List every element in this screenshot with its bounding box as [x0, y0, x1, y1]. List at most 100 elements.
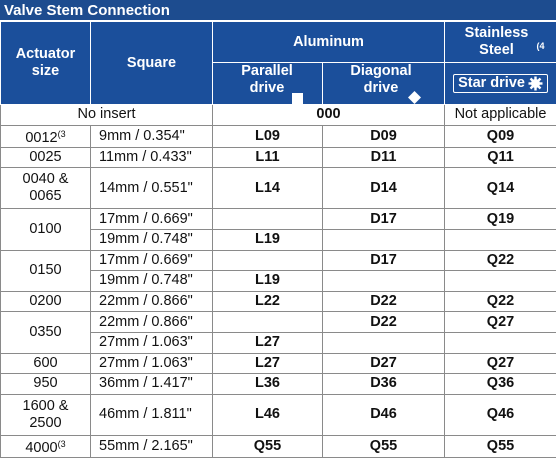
page: Valve Stem Connection Actuator size Squa… — [0, 0, 556, 458]
square-size: 46mm / 1.811" — [90, 393, 213, 436]
square-size: 14mm / 0.551" — [90, 167, 213, 210]
header-cell: Square — [90, 21, 213, 105]
table-row: 600 27mm / 1.063" L27 D27 Q27 — [0, 352, 556, 375]
square-size: 17mm / 0.669" — [90, 208, 213, 230]
header-text: Parallel drive — [241, 63, 293, 96]
table-row: 0025 11mm / 0.433" L11 D11 Q11 — [0, 146, 556, 169]
square-size: 11mm / 0.433" — [90, 146, 213, 169]
drive-code: D27 — [321, 352, 446, 375]
cell: 0025 — [0, 146, 91, 169]
table-row: 0040 & 0065 14mm / 0.551" L14 D14 Q14 — [0, 167, 556, 210]
square-size: 17mm / 0.669" — [90, 249, 213, 272]
drive-code: L14 — [212, 167, 323, 210]
header-text: Diagonal drive — [350, 63, 412, 96]
cell: 600 — [0, 352, 91, 375]
cell: No insert — [0, 104, 213, 126]
square-size: 22mm / 0.866" — [90, 290, 213, 313]
drive-code: Q19 — [444, 208, 556, 230]
actuator-size: 0040 & 0065 — [22, 171, 69, 205]
cell: Not applicable — [444, 104, 556, 126]
square-size: 19mm / 0.748" — [90, 270, 213, 292]
header-text: Star drive — [453, 74, 548, 93]
header-cell: Star drive — [444, 62, 556, 105]
drive-code — [444, 331, 556, 354]
actuator-size: 0350 — [29, 323, 62, 340]
drive-code: Q11 — [444, 146, 556, 169]
cell: 950 — [0, 373, 91, 395]
drive-code: Q22 — [444, 249, 556, 272]
drive-code: D22 — [321, 290, 446, 313]
drive-code: Q22 — [444, 290, 556, 313]
header-cell: Parallel drive — [212, 62, 323, 105]
drive-code: Q55 — [212, 434, 323, 458]
drive-code — [321, 331, 446, 354]
table-row: 0100 17mm / 0.669" D17 Q19 — [0, 208, 556, 251]
header-text: Actuator size — [15, 46, 76, 79]
cell: 0350 — [0, 311, 91, 354]
cell: 0012(3 — [0, 124, 91, 148]
cell: 0040 & 0065 — [0, 167, 91, 210]
header-cell: Diagonal drive — [321, 62, 446, 105]
cell: 0150 — [0, 249, 91, 292]
square-size: 27mm / 1.063" — [90, 331, 213, 354]
drive-code: Q46 — [444, 393, 556, 436]
cell: 1600 & 2500 — [0, 393, 91, 436]
header-cell: Actuator size — [0, 21, 91, 105]
drive-code — [212, 208, 323, 230]
drive-code: Q27 — [444, 311, 556, 333]
table-body: No insert 000 Not applicable 0012(3 9mm /… — [0, 104, 556, 458]
table-row: 1600 & 2500 46mm / 1.811" L46 D46 Q46 — [0, 393, 556, 436]
table-row: 0012(3 9mm / 0.354" L09 D09 Q09 — [0, 124, 556, 148]
drive-code: D46 — [321, 393, 446, 436]
actuator-size: 950 — [33, 375, 58, 392]
drive-code: L09 — [212, 124, 323, 148]
drive-code: L27 — [212, 331, 323, 354]
drive-code — [321, 270, 446, 292]
square-size: 19mm / 0.748" — [90, 228, 213, 251]
drive-code: L22 — [212, 290, 323, 313]
actuator-size: 0200 — [29, 293, 62, 310]
drive-code: D36 — [321, 373, 446, 395]
drive-code: L19 — [212, 270, 323, 292]
drive-code — [212, 311, 323, 333]
table-row: 4000(3 55mm / 2.165" Q55 Q55 Q55 — [0, 434, 556, 458]
drive-code: Q14 — [444, 167, 556, 210]
drive-code — [444, 270, 556, 292]
table-row: No insert 000 Not applicable — [0, 104, 556, 126]
cell: 4000(3 — [0, 434, 91, 458]
footnote-ref: (3 — [57, 128, 66, 139]
diamond-icon — [408, 91, 421, 104]
cell: 0100 — [0, 208, 91, 251]
drive-code — [212, 249, 323, 272]
drive-code: D17 — [321, 249, 446, 272]
table-row: 950 36mm / 1.417" L36 D36 Q36 — [0, 373, 556, 395]
drive-code: D11 — [321, 146, 446, 169]
cell: 000 — [211, 104, 446, 126]
drive-code: Q55 — [321, 434, 446, 458]
header-text: Stainless Steel — [464, 25, 529, 58]
actuator-size: 0012 — [25, 129, 58, 146]
actuator-size: 0100 — [29, 220, 62, 237]
table-header: Actuator size Square Aluminum Stainless … — [0, 21, 556, 105]
drive-code: L19 — [212, 228, 323, 251]
footnote-ref: (3 — [57, 438, 66, 449]
drive-code: D22 — [321, 311, 446, 333]
actuator-size: 600 — [33, 354, 58, 371]
drive-code: D17 — [321, 208, 446, 230]
drive-code: L36 — [212, 373, 323, 395]
table-title: Valve Stem Connection — [0, 0, 556, 21]
drive-code: L27 — [212, 352, 323, 375]
table-row: 0350 22mm / 0.866" D22 Q27 — [0, 311, 556, 354]
header-label: Star drive — [458, 75, 525, 91]
table-row: 27mm / 1.063" L27 — [1, 331, 556, 354]
square-size: 36mm / 1.417" — [90, 373, 213, 395]
table: Actuator size Square Aluminum Stainless … — [0, 21, 556, 458]
cell: 0200 — [0, 290, 91, 313]
drive-code — [321, 228, 446, 251]
drive-code — [444, 228, 556, 251]
drive-code: Q36 — [444, 373, 556, 395]
header-cell: Stainless Steel (4 — [444, 21, 556, 63]
drive-code: Q09 — [444, 124, 556, 148]
footnote-ref: (4 — [536, 41, 545, 51]
table-row: 0150 17mm / 0.669" D17 Q22 — [0, 249, 556, 292]
